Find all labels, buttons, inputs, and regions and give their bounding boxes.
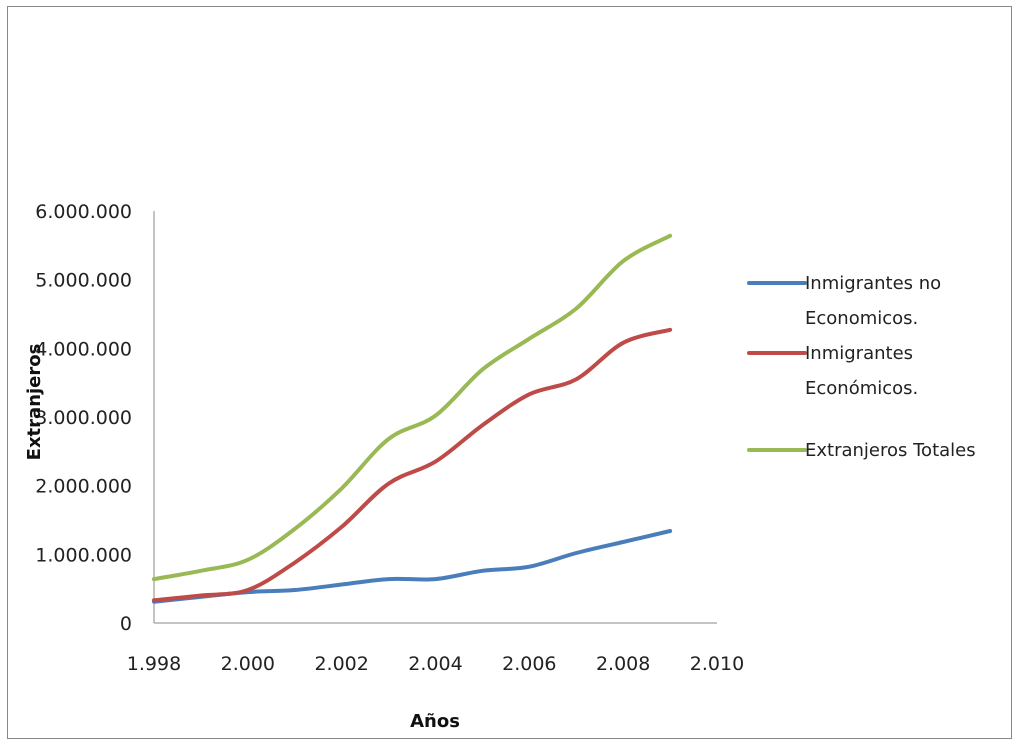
x-tick-labels: 1.998 2.000 2.002 2.004 2.006 2.008 2.010 <box>127 653 744 675</box>
series-line-2 <box>152 327 673 603</box>
y-tick-label: 2.000.000 <box>35 476 132 498</box>
x-tick-label: 2.010 <box>690 653 744 675</box>
x-tick-label: 2.004 <box>408 653 462 675</box>
legend-label-2: Económicos. <box>805 378 918 399</box>
legend-label-1: Economicos. <box>805 308 918 329</box>
series-line-3 <box>152 233 673 582</box>
x-tick-label: 1.998 <box>127 653 181 675</box>
x-axis-title: Años <box>410 711 460 732</box>
y-tick-label: 1.000.000 <box>35 544 132 566</box>
x-tick-label: 2.000 <box>221 653 275 675</box>
legend-label-3: Extranjeros Totales <box>805 440 976 461</box>
y-tick-label: 5.000.000 <box>35 270 132 292</box>
y-tick-label: 0 <box>120 613 132 635</box>
y-tick-label: 6.000.000 <box>35 201 132 223</box>
line-chart: 0 1.000.000 2.000.000 3.000.000 4.000.000 5.0… <box>24 201 976 732</box>
y-tick-label: 4.000.000 <box>35 338 132 360</box>
x-tick-label: 2.002 <box>314 653 368 675</box>
legend: Inmigrantes no Economicos. Inmigrantes Econ… <box>747 273 976 461</box>
x-tick-label: 2.008 <box>596 653 650 675</box>
series-lines <box>152 233 673 604</box>
y-tick-labels: 0 1.000.000 2.000.000 3.000.000 4.000.000 5.0… <box>35 201 132 635</box>
axes <box>153 211 717 624</box>
y-axis-title: Extranjeros <box>24 344 45 461</box>
legend-label-1: Inmigrantes no <box>805 273 941 294</box>
x-tick-label: 2.006 <box>502 653 556 675</box>
legend-label-2: Inmigrantes <box>805 343 913 364</box>
y-tick-label: 3.000.000 <box>35 407 132 429</box>
chart-frame: 0 1.000.000 2.000.000 3.000.000 4.000.000 5.0… <box>7 6 1012 739</box>
